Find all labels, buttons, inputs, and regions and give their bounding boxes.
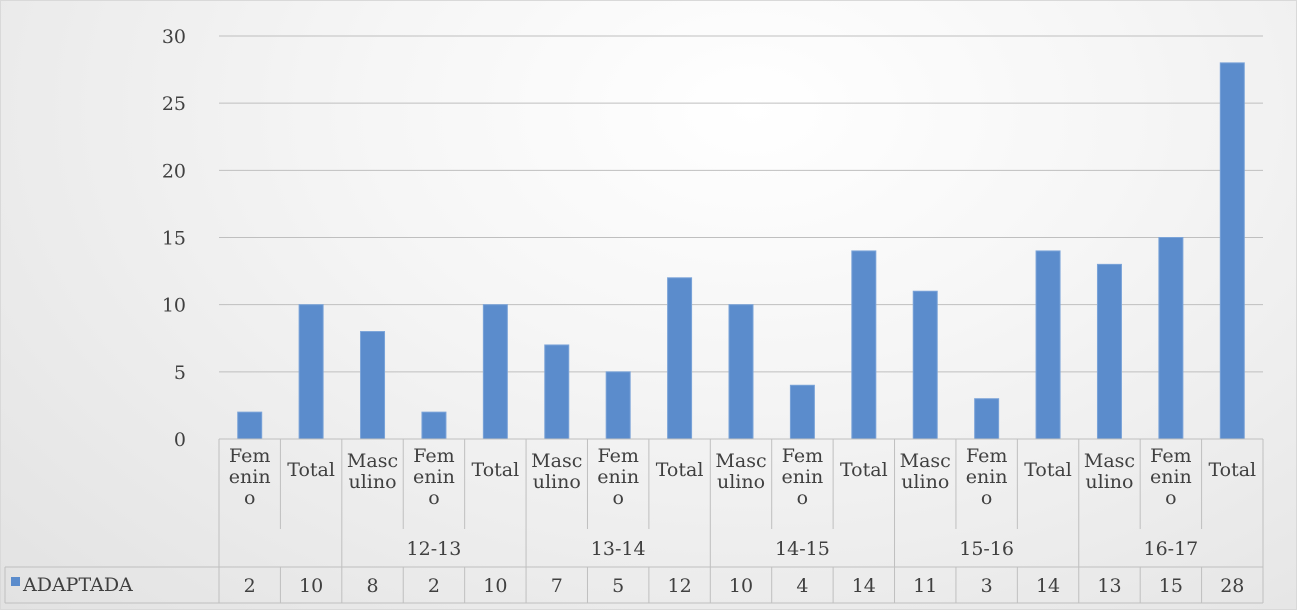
bar — [544, 344, 570, 440]
data-value: 2 — [428, 575, 440, 597]
category-label: ulino — [717, 471, 765, 493]
category-label: Total — [1208, 459, 1256, 481]
category-label: enin — [966, 466, 1008, 488]
bar — [237, 411, 263, 440]
bar — [1158, 237, 1184, 440]
y-tick-label: 0 — [174, 429, 186, 451]
category-label: o — [1165, 487, 1176, 509]
bar — [1035, 250, 1061, 440]
group-label: 16-17 — [1143, 538, 1198, 560]
bar — [728, 304, 754, 440]
bar — [1096, 263, 1122, 440]
category-label: Masc — [1084, 450, 1135, 472]
category-label: o — [428, 487, 439, 509]
category-label: enin — [782, 466, 824, 488]
data-value: 28 — [1220, 575, 1244, 597]
category-label: Fem — [597, 445, 638, 467]
data-value: 13 — [1097, 575, 1121, 597]
category-label: Total — [656, 459, 704, 481]
data-value: 4 — [796, 575, 808, 597]
group-label: 12-13 — [407, 538, 462, 560]
data-value: 5 — [612, 575, 624, 597]
group-label: 15-16 — [959, 538, 1014, 560]
y-tick-label: 15 — [162, 228, 186, 250]
category-label: o — [244, 487, 255, 509]
data-value: 10 — [299, 575, 323, 597]
category-label: Total — [472, 459, 520, 481]
data-value: 14 — [1036, 575, 1060, 597]
category-label: ulino — [348, 471, 396, 493]
bar — [912, 290, 938, 440]
category-label: Fem — [1150, 445, 1191, 467]
y-tick-label: 25 — [162, 93, 186, 115]
category-label: enin — [597, 466, 639, 488]
category-label: enin — [229, 466, 271, 488]
bar — [851, 250, 877, 440]
category-label: ulino — [901, 471, 949, 493]
data-value: 15 — [1159, 575, 1183, 597]
category-label: Masc — [531, 450, 582, 472]
data-value: 14 — [852, 575, 876, 597]
data-value: 12 — [667, 575, 691, 597]
y-tick-label: 30 — [162, 26, 186, 48]
category-label: Fem — [229, 445, 270, 467]
category-label: Masc — [347, 450, 398, 472]
data-value: 7 — [551, 575, 563, 597]
category-label: enin — [413, 466, 455, 488]
category-label: ulino — [1085, 471, 1133, 493]
category-label: Fem — [782, 445, 823, 467]
data-value: 10 — [483, 575, 507, 597]
category-label: Fem — [413, 445, 454, 467]
data-value: 8 — [366, 575, 378, 597]
bar — [298, 304, 324, 440]
category-label: Total — [287, 459, 335, 481]
y-tick-label: 5 — [174, 362, 186, 384]
category-label: Total — [1024, 459, 1072, 481]
category-label: o — [981, 487, 992, 509]
category-label: Masc — [900, 450, 951, 472]
y-tick-label: 10 — [162, 295, 186, 317]
bar — [360, 331, 386, 440]
data-value: 10 — [729, 575, 753, 597]
bar — [667, 277, 693, 440]
bar — [421, 411, 447, 440]
bar — [605, 371, 631, 440]
y-tick-label: 20 — [162, 160, 186, 182]
category-label: ulino — [533, 471, 581, 493]
category-label: enin — [1150, 466, 1192, 488]
legend-swatch — [11, 577, 20, 586]
category-label: Masc — [715, 450, 766, 472]
bar — [974, 398, 1000, 440]
data-value: 11 — [913, 575, 937, 597]
bar — [789, 384, 815, 440]
category-label: Total — [840, 459, 888, 481]
group-label: 13-14 — [591, 538, 646, 560]
legend-label: ADAPTADA — [22, 574, 133, 596]
category-label: Fem — [966, 445, 1007, 467]
data-value: 2 — [244, 575, 256, 597]
category-label: o — [797, 487, 808, 509]
group-label: 14-15 — [775, 538, 830, 560]
data-value: 3 — [981, 575, 993, 597]
category-label: o — [612, 487, 623, 509]
bar — [482, 304, 508, 440]
bar — [1219, 62, 1245, 440]
